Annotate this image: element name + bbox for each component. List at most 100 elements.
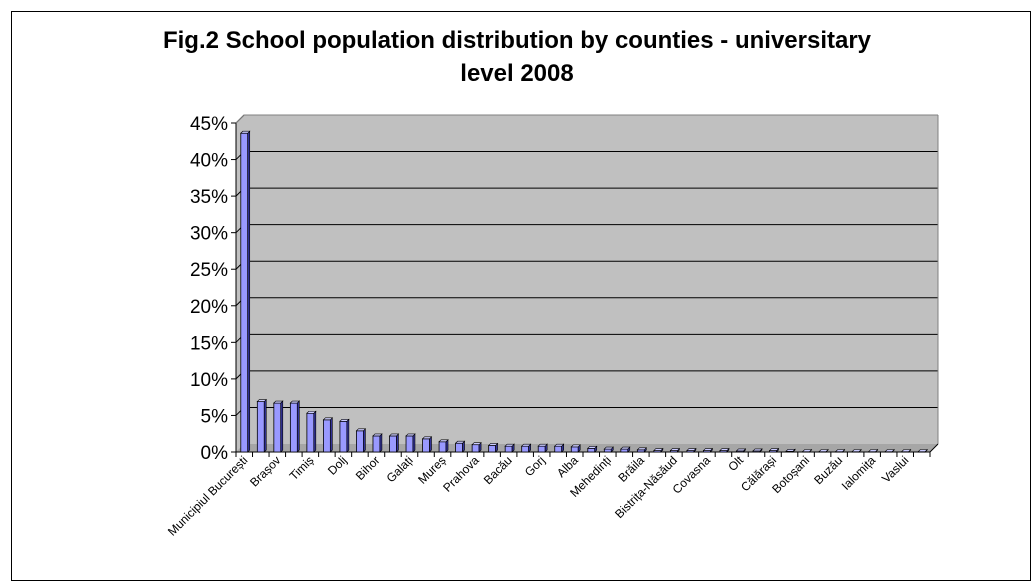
back-wall-edge <box>235 114 245 124</box>
bar-top <box>785 448 796 452</box>
bar-top <box>653 448 664 451</box>
bar-top <box>471 442 482 445</box>
bar <box>306 410 317 453</box>
bar <box>752 448 763 453</box>
bar-front <box>455 442 463 453</box>
bar <box>884 448 895 453</box>
bar-front <box>471 444 480 453</box>
bar <box>735 448 747 453</box>
y-axis-ticks: 0% 5% 10% 15% 20% 25% 30% 35% 40% 45% <box>190 114 236 464</box>
bar-front <box>289 402 298 453</box>
bar <box>273 400 284 453</box>
bar-front <box>603 448 612 453</box>
bar-top <box>438 439 449 443</box>
y-tick-label: 25% <box>190 260 228 281</box>
bar-front <box>438 441 447 453</box>
bar <box>289 400 301 453</box>
bar <box>785 448 796 453</box>
chart-title: Fig.2 School population distribution by … <box>0 24 1034 90</box>
bar-top <box>735 448 747 452</box>
x-tick-label: Dolj <box>325 453 350 478</box>
bar-top <box>719 448 730 451</box>
bar-top <box>289 400 301 404</box>
bar-front <box>372 435 381 453</box>
bar-side <box>263 398 267 453</box>
y-tick-label: 20% <box>190 297 228 318</box>
bar <box>421 436 433 453</box>
y-tick-label: 15% <box>190 333 228 354</box>
y-tick-label: 5% <box>201 406 229 427</box>
bar-top <box>587 446 598 449</box>
bar <box>686 447 697 453</box>
bar <box>487 442 499 453</box>
bar-top <box>405 433 416 437</box>
bar-top <box>801 449 813 452</box>
bar-front <box>422 438 430 453</box>
bar-side <box>313 410 317 453</box>
x-tick-label: Timiș <box>287 453 317 483</box>
bar-side <box>346 418 350 453</box>
bar <box>471 441 482 453</box>
bar <box>636 447 648 453</box>
x-tick-label: Vaslui <box>879 453 911 485</box>
bar-front <box>273 402 282 453</box>
bar-front <box>537 445 546 453</box>
bar-front <box>306 412 315 453</box>
x-tick-label: Bacău <box>481 453 515 487</box>
bar-top <box>686 448 697 451</box>
bar-side <box>330 417 333 453</box>
bar <box>851 448 862 453</box>
chart-title-line-1: Fig.2 School population distribution by … <box>162 27 872 54</box>
bar-side <box>297 400 300 453</box>
bar <box>388 433 400 453</box>
bar <box>372 433 383 453</box>
bar-top <box>702 448 714 451</box>
bar <box>438 439 449 453</box>
bar-top <box>851 449 862 452</box>
bar <box>405 433 416 453</box>
bar <box>256 398 267 453</box>
bar-top <box>322 417 334 421</box>
bar-front <box>620 448 629 453</box>
bar <box>587 445 598 453</box>
bar <box>834 448 846 453</box>
bar-front <box>339 420 348 453</box>
x-tick-label: Municipiul București <box>165 453 250 538</box>
bar-top <box>537 443 548 447</box>
bar-front <box>570 446 579 453</box>
bar <box>818 448 829 453</box>
bar-side <box>396 433 399 453</box>
bar-top <box>240 130 251 134</box>
bar-top <box>306 410 317 414</box>
bar <box>719 447 730 453</box>
bar-top <box>884 449 895 452</box>
y-tick-label: 45% <box>190 114 228 135</box>
bar <box>520 443 532 453</box>
x-tick-label: Ialomița <box>839 453 879 493</box>
bar <box>339 418 350 453</box>
bar-top <box>355 428 367 432</box>
bar-front <box>521 445 530 453</box>
x-tick-label: Prahova <box>440 453 482 495</box>
bar <box>669 447 681 453</box>
bar-front <box>389 435 397 453</box>
bar-top <box>273 400 284 404</box>
y-tick-label: 35% <box>190 187 228 208</box>
bar <box>620 446 631 453</box>
bar-chart: 0% 5% 10% 15% 20% 25% 30% 35% 40% 45% Municipiul … <box>165 114 939 539</box>
x-tick-label: Olt <box>725 453 746 474</box>
bar-front <box>488 445 496 453</box>
bar-top <box>669 448 681 451</box>
bar-side <box>247 130 251 453</box>
floor-right-edge <box>929 443 939 453</box>
bar-front <box>636 449 645 453</box>
chart-title-line-2: level 2008 <box>460 60 574 87</box>
bar-top <box>388 433 400 437</box>
bar <box>537 443 548 453</box>
bar-top <box>603 446 614 450</box>
bar <box>454 440 466 453</box>
bar <box>917 448 928 453</box>
y-tick-label: 40% <box>190 151 228 172</box>
bar-top <box>752 448 763 452</box>
bar-front <box>405 435 414 453</box>
